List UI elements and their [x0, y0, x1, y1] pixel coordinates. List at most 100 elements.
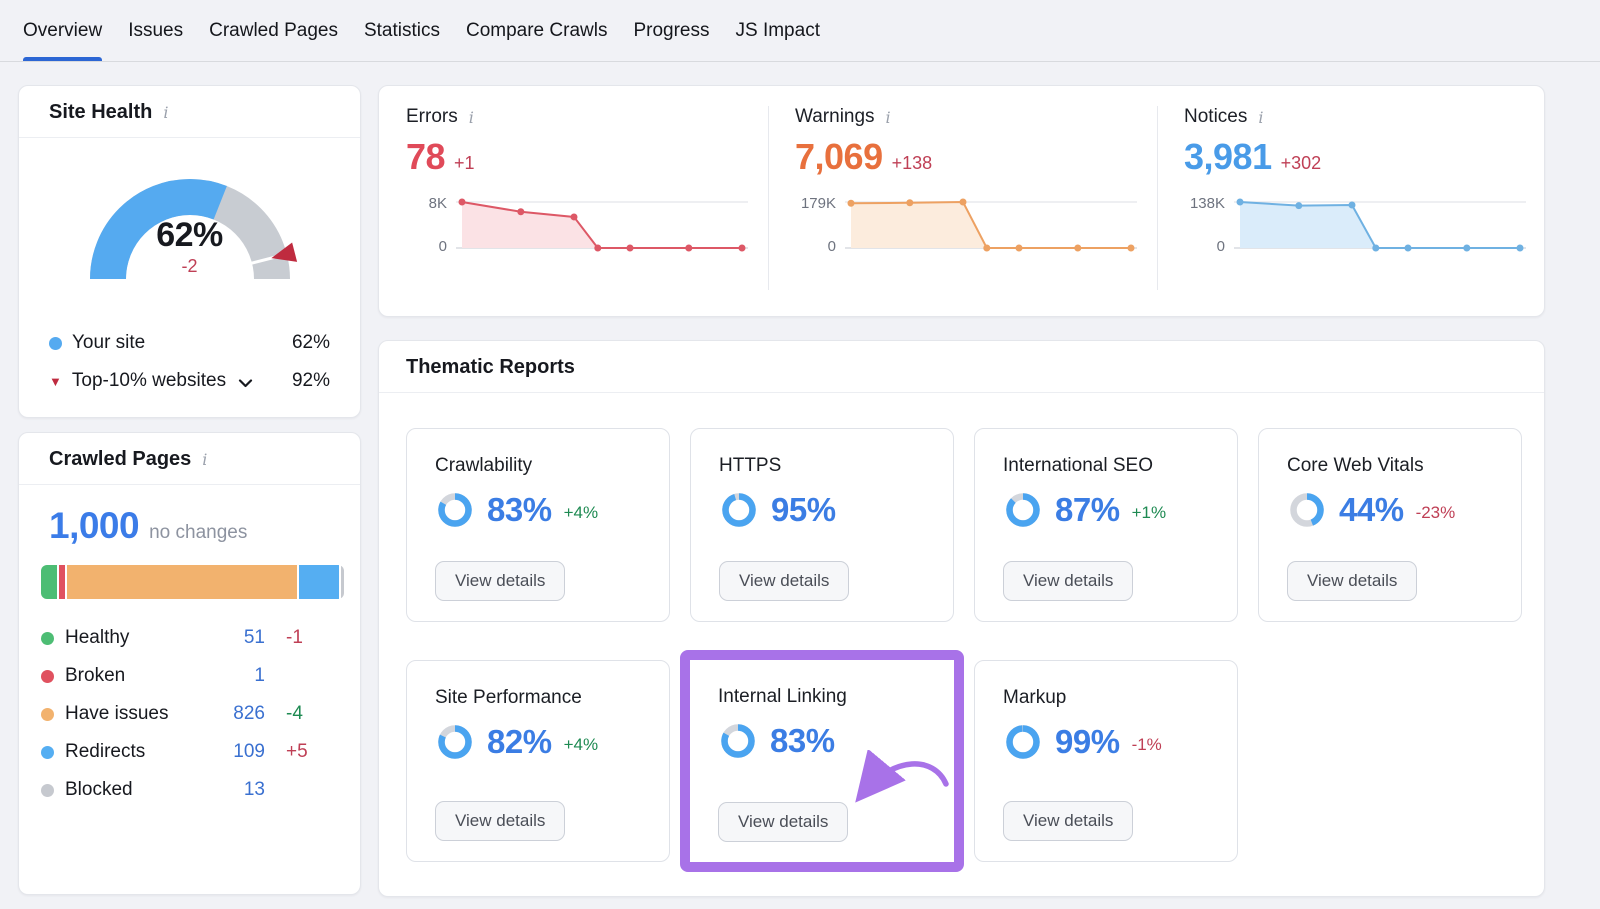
- legend-row-your-site: Your site 62%: [49, 324, 330, 362]
- view-details-button[interactable]: View details: [719, 561, 850, 601]
- score-donut: [1003, 490, 1043, 530]
- site-health-score: 62%: [156, 216, 223, 254]
- legend-value-link[interactable]: 13: [243, 779, 265, 800]
- score-delta: +4%: [563, 502, 599, 522]
- info-icon[interactable]: i: [885, 107, 891, 127]
- legend-row-healthy: Healthy 51 -1: [41, 619, 330, 657]
- legend-row-benchmark: ▼ Top-10% websites 92%: [49, 362, 330, 400]
- legend-row-redirects: Redirects 109 +5: [41, 733, 330, 771]
- orange-dot-icon: [41, 707, 54, 721]
- warnings-count[interactable]: 7,069: [795, 136, 883, 177]
- legend-row-blocked: Blocked 13: [41, 771, 330, 809]
- issues-summary-card: Errors i 78 +1 8K 0 Warnings i 7,069: [378, 85, 1545, 317]
- thematic-reports-title: Thematic Reports: [406, 356, 575, 378]
- score-delta: +1%: [1131, 502, 1167, 522]
- legend-value-link[interactable]: 826: [233, 703, 265, 724]
- info-icon[interactable]: i: [468, 107, 474, 127]
- warnings-sparkline: [845, 194, 1137, 254]
- score-donut: [435, 490, 475, 530]
- info-icon[interactable]: i: [1258, 107, 1264, 127]
- view-details-button[interactable]: View details: [435, 801, 566, 841]
- tab-compare-crawls[interactable]: Compare Crawls: [465, 19, 608, 41]
- score-donut: [719, 490, 759, 530]
- site-health-legend: Your site 62% ▼ Top-10% websites 92%: [49, 324, 330, 400]
- errors-count[interactable]: 78: [406, 136, 446, 177]
- bar-segment-healthy: [41, 565, 57, 599]
- tab-crawled-pages[interactable]: Crawled Pages: [209, 19, 338, 41]
- score-donut: [435, 722, 475, 762]
- crawled-pages-stacked-bar: [41, 565, 344, 599]
- view-details-button[interactable]: View details: [718, 802, 849, 842]
- view-details-button[interactable]: View details: [1003, 561, 1134, 601]
- legend-delta: +5: [286, 741, 308, 762]
- bar-segment-redirects: [299, 565, 340, 599]
- crawled-pages-change-note: no changes: [149, 522, 248, 543]
- warnings-panel: Warnings i 7,069 +138 179K 0: [768, 86, 1157, 316]
- notices-count[interactable]: 3,981: [1184, 136, 1272, 177]
- legend-delta: -1: [286, 627, 303, 648]
- red-triangle-icon: ▼: [49, 373, 62, 389]
- legend-label: Your site: [72, 332, 146, 353]
- score-delta: +4%: [563, 734, 599, 754]
- score-value: 87%: [1055, 491, 1120, 528]
- tab-progress[interactable]: Progress: [633, 19, 710, 41]
- legend-value-link[interactable]: 1: [254, 665, 265, 686]
- info-icon[interactable]: i: [202, 450, 208, 469]
- info-icon[interactable]: i: [163, 103, 169, 122]
- thematic-reports-card: Thematic Reports Crawlability 83% +4% Vi…: [378, 340, 1545, 897]
- score-value: 99%: [1055, 723, 1120, 760]
- crawled-pages-total[interactable]: 1,000: [49, 505, 140, 546]
- score-value: 95%: [771, 491, 836, 528]
- thematic-card-title: Markup: [1003, 687, 1067, 708]
- crawled-pages-title: Crawled Pages: [49, 448, 192, 470]
- legend-value-link[interactable]: 51: [243, 627, 265, 648]
- tab-js-impact[interactable]: JS Impact: [735, 19, 820, 41]
- y-axis-zero-label: 0: [827, 238, 836, 255]
- score-donut: [1003, 722, 1043, 762]
- score-delta: -23%: [1415, 502, 1456, 522]
- legend-value: 92%: [291, 370, 330, 391]
- crawled-pages-card: Crawled Pages i 1,000 no changes Healthy…: [18, 432, 361, 895]
- view-details-button[interactable]: View details: [1003, 801, 1134, 841]
- notices-delta: +302: [1280, 153, 1322, 173]
- thematic-card-title: Internal Linking: [718, 686, 847, 707]
- green-dot-icon: [41, 631, 54, 645]
- thematic-card-international-seo: International SEO 87% +1% View details: [974, 428, 1238, 622]
- crawled-pages-legend: Healthy 51 -1 Broken 1 Have issues 826 -…: [41, 619, 330, 809]
- bar-segment-broken: [58, 565, 65, 599]
- legend-value: 62%: [291, 332, 330, 353]
- tab-issues[interactable]: Issues: [128, 19, 184, 41]
- gauge-arc: [65, 154, 315, 305]
- tab-overview[interactable]: Overview: [23, 0, 103, 61]
- red-dot-icon: [41, 669, 54, 683]
- y-axis-zero-label: 0: [438, 238, 447, 255]
- site-health-gauge: 62% -2: [65, 154, 315, 300]
- thematic-card-title: Crawlability: [435, 455, 533, 476]
- notices-title: Notices: [1184, 106, 1248, 127]
- y-axis-max-label: 8K: [428, 195, 447, 212]
- legend-label: Have issues: [65, 703, 169, 724]
- score-delta: -1%: [1131, 734, 1162, 754]
- thematic-card-title: Site Performance: [435, 687, 582, 708]
- errors-panel: Errors i 78 +1 8K 0: [379, 86, 768, 316]
- tab-statistics[interactable]: Statistics: [363, 19, 440, 41]
- legend-row-have-issues: Have issues 826 -4: [41, 695, 330, 733]
- score-value: 44%: [1339, 491, 1404, 528]
- legend-label: Redirects: [65, 741, 146, 762]
- errors-title: Errors: [406, 106, 458, 127]
- thematic-card-title: International SEO: [1003, 455, 1153, 476]
- view-details-button[interactable]: View details: [435, 561, 566, 601]
- legend-label: Broken: [65, 665, 126, 686]
- y-axis-max-label: 138K: [1189, 195, 1225, 212]
- legend-label: Blocked: [65, 779, 133, 800]
- score-value: 82%: [487, 723, 552, 760]
- view-details-button[interactable]: View details: [1287, 561, 1418, 601]
- bar-segment-blocked: [341, 565, 344, 599]
- chevron-down-icon[interactable]: [238, 372, 253, 394]
- blue-dot-icon: [49, 336, 62, 350]
- legend-value-link[interactable]: 109: [233, 741, 265, 762]
- y-axis-max-label: 179K: [800, 195, 836, 212]
- legend-row-broken: Broken 1: [41, 657, 330, 695]
- blue-dot-icon: [41, 745, 54, 759]
